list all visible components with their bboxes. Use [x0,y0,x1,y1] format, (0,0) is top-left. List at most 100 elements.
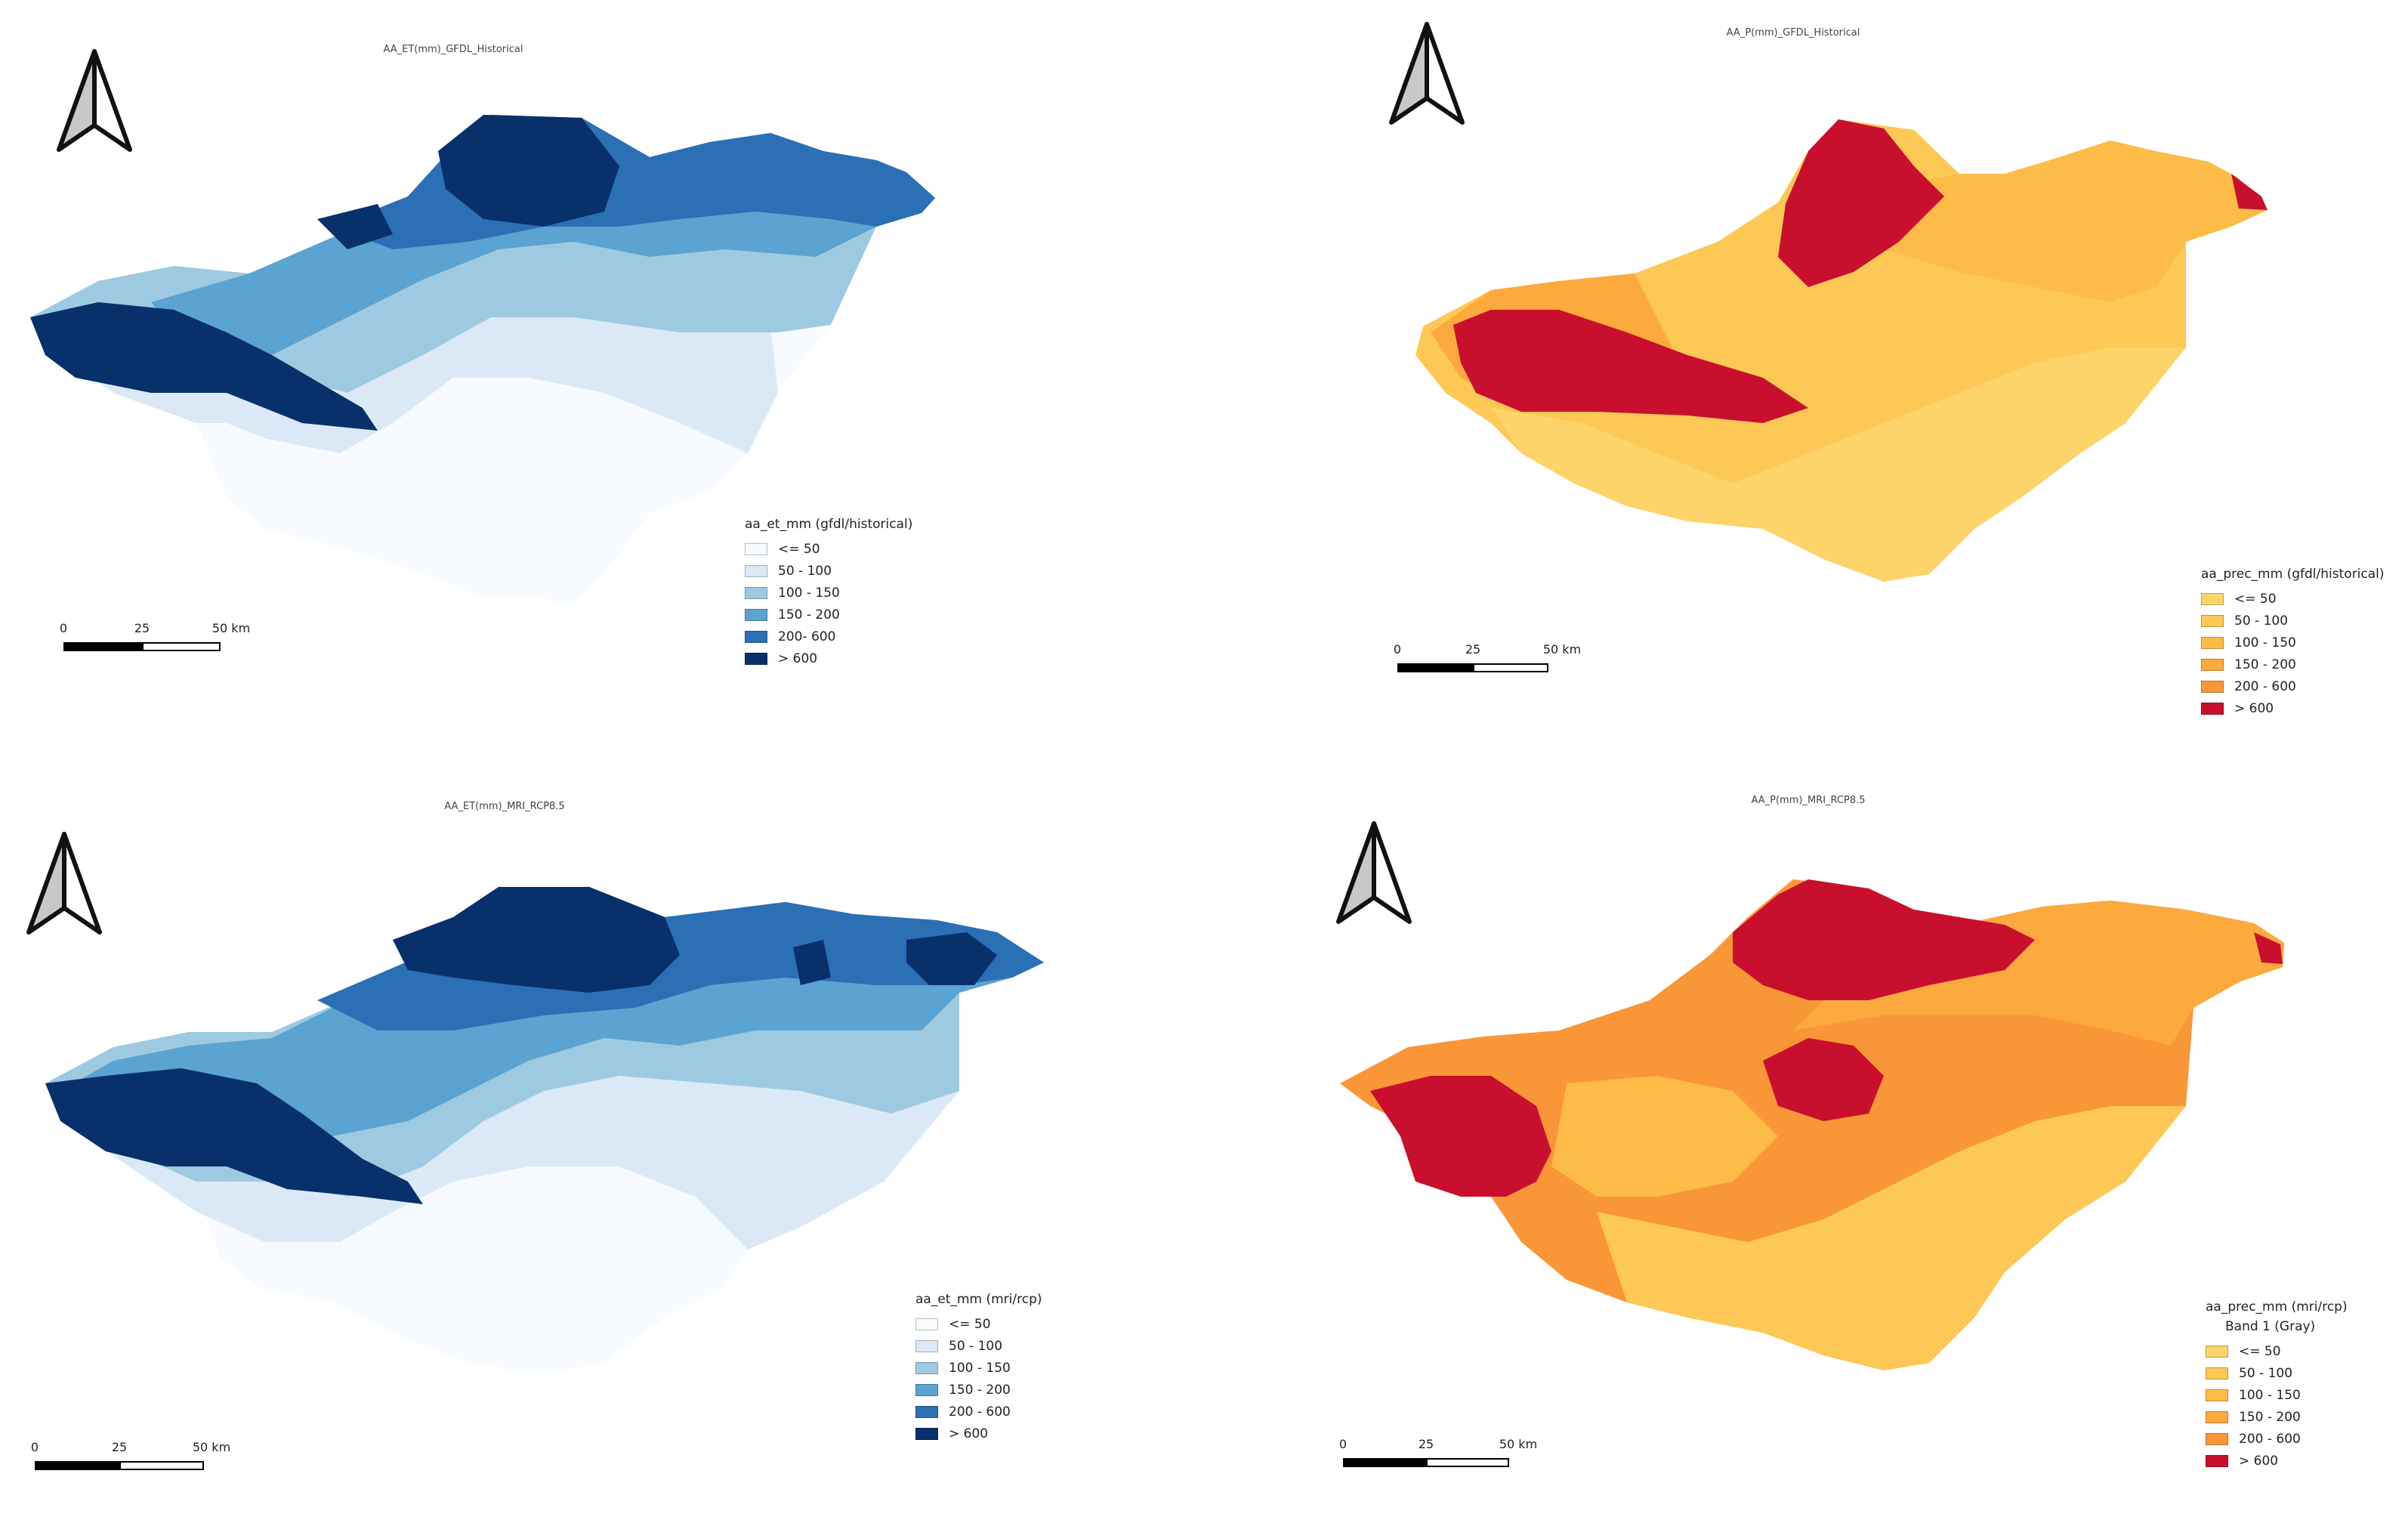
basin-region-darkest [1763,1038,1884,1121]
map-panel-et-mri-rcp85: AA_ET(mm)_MRI_RCP8.5 aa_et_mm (mri/rcp) … [0,758,1204,1517]
legend-label: 100 - 150 [2239,1387,2301,1403]
legend-label: 200 - 600 [2234,678,2296,694]
legend-item: 100 - 150 [2201,632,2384,653]
scale-segment-black [1343,1458,1426,1467]
scale-label: 50 km [1542,642,1582,657]
legend-label: 150 - 200 [2239,1409,2301,1425]
north-arrow-icon [26,832,102,935]
legend-swatch [2206,1410,2228,1423]
scale-segment-white [142,642,221,651]
scale-segment-black [35,1461,119,1470]
map-panel-p-gfdl-historical: AA_P(mm)_GFDL_Historical aa_prec_mm (gfd… [1204,0,2408,758]
legend-swatch [915,1405,938,1418]
legend-label: 200- 600 [778,629,836,644]
basin-region-darkest [1370,1076,1551,1197]
legend: aa_prec_mm (gfdl/historical) <= 50 50 - … [2201,567,2384,719]
legend-swatch [2206,1345,2228,1358]
legend-item: > 600 [2206,1450,2348,1472]
map-title: AA_P(mm)_MRI_RCP8.5 [1751,795,1866,806]
legend-label: 150 - 200 [949,1382,1011,1398]
basin-region-darkest [45,1068,423,1204]
legend-swatch [2206,1432,2228,1445]
legend-swatch [915,1427,938,1440]
legend-title: aa_et_mm (gfdl/historical) [745,517,913,532]
scale-bar: 0 25 50 km [1339,1437,1537,1475]
north-arrow-icon [1389,22,1465,125]
legend-item: 200 - 600 [915,1401,1042,1423]
legend-swatch [745,586,767,599]
legend-item: 100 - 150 [745,582,912,604]
legend-swatch [2201,680,2224,693]
scale-segment-black [1397,663,1473,672]
legend-label: > 600 [2239,1453,2279,1469]
legend-label: 50 - 100 [778,563,832,579]
basin-region-darkest [393,887,680,993]
legend: aa_et_mm (gfdl/historical) <= 50 50 - 10… [745,517,912,669]
scale-segment-black [63,642,142,651]
legend-swatch [745,542,767,555]
legend-item: 50 - 100 [745,560,912,582]
scale-label: 25 [134,621,150,635]
legend-item: <= 50 [2206,1340,2348,1362]
legend-swatch [2206,1367,2228,1380]
legend-title: aa_prec_mm (gfdl/historical) [2201,567,2385,582]
legend-label: 150 - 200 [778,607,840,623]
legend-swatch [2201,614,2224,627]
legend-label: <= 50 [2234,591,2277,607]
scale-label: 25 [1418,1437,1434,1451]
legend-item: 150 - 200 [915,1379,1042,1401]
scale-bar: 0 25 50 km [1394,642,1582,680]
legend-label: > 600 [2234,700,2274,716]
scale-bar: 0 25 50 km [31,1440,230,1478]
legend-item: <= 50 [2201,588,2384,610]
basin-map [1340,879,2284,1370]
legend-title: aa_prec_mm (mri/rcp) [2206,1299,2348,1315]
legend-swatch [745,608,767,621]
legend: aa_et_mm (mri/rcp) <= 50 50 - 100 100 - … [915,1292,1042,1444]
map-panel-p-mri-rcp85: AA_P(mm)_MRI_RCP8.5 aa_prec_mm (mri/rcp)… [1204,758,2408,1517]
legend-swatch [2201,592,2224,605]
scale-label: 25 [1465,642,1481,657]
basin-map [45,887,1044,1370]
legend-label: 150 - 200 [2234,657,2296,672]
basin-region-light [1491,348,2186,582]
legend-swatch [745,652,767,665]
basin-map [1415,119,2268,582]
scale-label: 50 km [1499,1437,1538,1451]
legend-label: > 600 [949,1426,989,1441]
legend-label: 100 - 150 [778,585,840,601]
scale-label: 0 [1338,1437,1348,1451]
legend-item: 50 - 100 [2206,1362,2348,1384]
legend-swatch [745,564,767,577]
legend-label: <= 50 [949,1316,991,1332]
map-title: AA_P(mm)_GFDL_Historical [1726,27,1860,39]
legend-label: 50 - 100 [949,1338,1003,1354]
legend-item: <= 50 [745,538,912,560]
legend-label: > 600 [778,650,818,666]
scale-segment-white [119,1461,204,1470]
basin-region-darkest [793,940,831,985]
basin-region-darkest [317,204,393,249]
north-arrow-icon [1336,821,1412,924]
scale-label: 25 [111,1440,128,1454]
legend-item: 150 - 200 [2201,653,2384,675]
legend-item: 200 - 600 [2206,1428,2348,1450]
legend-item: 150 - 200 [745,604,912,626]
legend-item: 50 - 100 [2201,610,2384,632]
legend-swatch [2206,1454,2228,1467]
legend-item: > 600 [745,647,912,669]
legend-label: 50 - 100 [2239,1365,2293,1381]
legend-item: > 600 [2201,697,2384,719]
basin-region-darkest [2254,932,2283,964]
legend: aa_prec_mm (mri/rcp) Band 1 (Gray) <= 50… [2206,1299,2348,1472]
basin-map [30,115,935,604]
basin-region-medium [1551,1076,1778,1197]
scale-bar: 0 25 50 km [60,621,250,659]
legend-label: <= 50 [778,541,820,557]
legend-item: > 600 [915,1423,1042,1444]
legend-swatch [915,1383,938,1396]
basin-region-darkest [30,302,378,431]
north-arrow-icon [57,49,132,152]
legend-swatch [915,1361,938,1374]
basin-region-medium [1778,141,2268,302]
